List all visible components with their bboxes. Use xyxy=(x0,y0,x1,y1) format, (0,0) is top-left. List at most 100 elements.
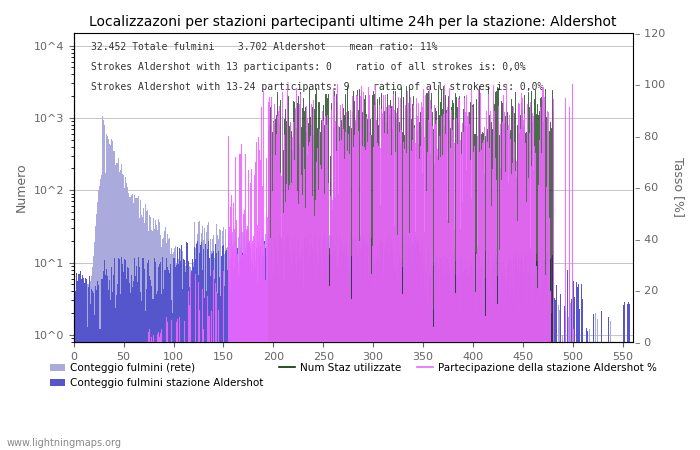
Bar xyxy=(169,238,170,450)
Bar xyxy=(564,306,565,450)
Y-axis label: Numero: Numero xyxy=(15,162,28,212)
Bar xyxy=(302,261,303,450)
Bar xyxy=(269,237,270,450)
Bar xyxy=(152,231,153,450)
Bar xyxy=(525,272,526,450)
Bar xyxy=(325,253,326,450)
Bar xyxy=(206,291,207,450)
Bar xyxy=(251,258,252,450)
Bar xyxy=(122,264,123,450)
Bar xyxy=(438,258,440,450)
Bar xyxy=(163,238,164,450)
Bar xyxy=(313,269,314,450)
Bar xyxy=(151,286,152,450)
Bar xyxy=(368,278,369,450)
Bar xyxy=(190,276,191,450)
Bar xyxy=(334,259,335,450)
Bar xyxy=(89,282,90,450)
Bar xyxy=(259,254,260,450)
Bar xyxy=(463,299,464,450)
Bar xyxy=(586,328,587,450)
Bar xyxy=(292,238,293,450)
Bar xyxy=(244,232,245,450)
Bar xyxy=(579,309,580,450)
Bar xyxy=(76,273,77,450)
Bar xyxy=(124,188,125,450)
Bar xyxy=(430,274,431,450)
Bar xyxy=(545,279,546,450)
Bar xyxy=(497,276,498,450)
Bar xyxy=(428,279,430,450)
Bar xyxy=(280,278,281,450)
Bar xyxy=(161,294,162,450)
Bar xyxy=(94,315,95,450)
Bar xyxy=(250,262,251,450)
Bar xyxy=(297,249,298,450)
Bar xyxy=(538,284,539,450)
Bar xyxy=(234,267,235,450)
Bar xyxy=(252,244,253,450)
Bar xyxy=(452,253,454,450)
Bar xyxy=(123,272,124,450)
Bar xyxy=(541,290,542,450)
Bar xyxy=(307,239,308,450)
Bar xyxy=(423,239,424,450)
Bar xyxy=(253,270,254,450)
Bar xyxy=(172,313,173,450)
Bar xyxy=(248,242,249,450)
Bar xyxy=(85,284,86,450)
Bar xyxy=(379,241,381,450)
Bar xyxy=(196,244,197,450)
Bar xyxy=(155,262,156,450)
Bar xyxy=(218,251,219,450)
Bar xyxy=(329,255,330,450)
Bar xyxy=(138,196,139,450)
Bar xyxy=(217,235,218,450)
Bar xyxy=(382,242,383,450)
Bar xyxy=(209,258,210,450)
Bar xyxy=(513,256,514,450)
Bar xyxy=(440,277,442,450)
Bar xyxy=(496,255,497,450)
Bar xyxy=(552,255,553,450)
Bar xyxy=(214,279,215,450)
Bar xyxy=(397,269,398,450)
Bar xyxy=(534,274,536,450)
Bar xyxy=(231,227,232,450)
Bar xyxy=(177,264,178,450)
Bar xyxy=(356,240,358,450)
Bar xyxy=(490,270,491,450)
Bar xyxy=(477,252,478,450)
Bar xyxy=(179,248,180,450)
Bar xyxy=(344,234,346,450)
Bar xyxy=(211,254,212,450)
Bar xyxy=(174,248,175,450)
Bar xyxy=(484,261,485,450)
Bar xyxy=(316,257,318,450)
Bar xyxy=(258,248,259,450)
Bar xyxy=(273,261,274,450)
Bar xyxy=(548,301,550,450)
Bar xyxy=(491,275,492,450)
Bar xyxy=(316,267,318,450)
Bar xyxy=(166,243,167,450)
Bar xyxy=(461,260,463,450)
Bar xyxy=(236,244,237,450)
Bar xyxy=(393,291,395,450)
Bar xyxy=(442,260,444,450)
Bar xyxy=(88,284,89,450)
Bar xyxy=(127,267,128,450)
Bar xyxy=(239,273,240,450)
Bar xyxy=(304,236,306,450)
Bar xyxy=(520,281,522,450)
Bar xyxy=(358,245,360,450)
Bar xyxy=(447,256,449,450)
Bar xyxy=(522,296,524,450)
Bar xyxy=(248,228,249,450)
Bar xyxy=(241,227,242,450)
Bar xyxy=(421,237,423,450)
Bar xyxy=(231,257,232,450)
Bar xyxy=(200,245,201,450)
Bar xyxy=(114,258,116,450)
Bar xyxy=(473,270,475,450)
